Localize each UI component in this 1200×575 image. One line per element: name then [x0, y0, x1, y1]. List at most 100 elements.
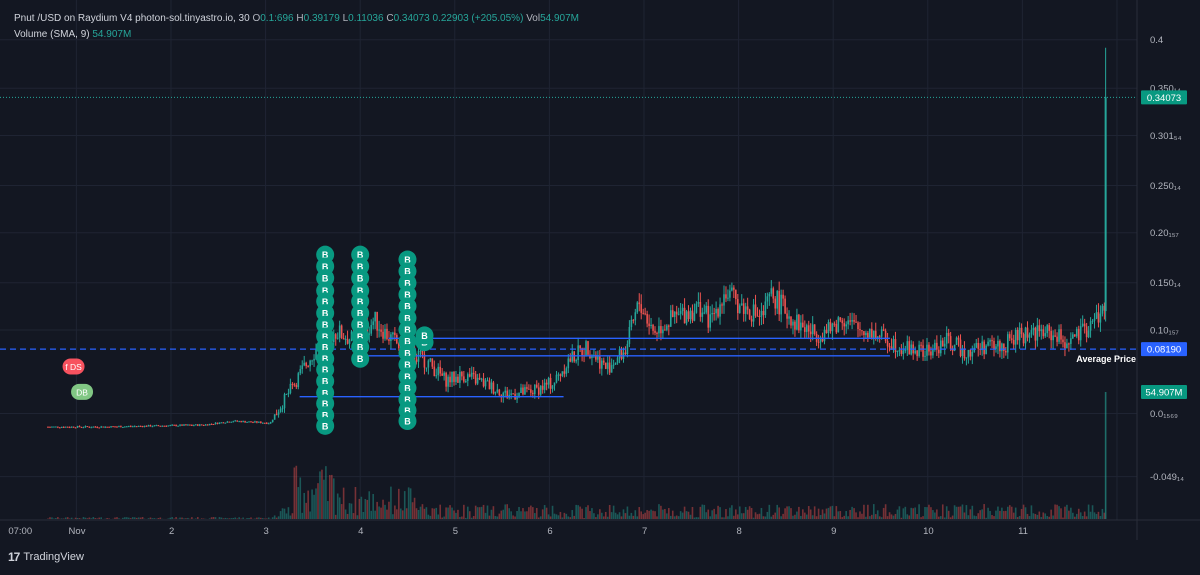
candle-body — [605, 363, 607, 369]
candle-body — [158, 425, 160, 426]
volume-bar — [382, 500, 384, 519]
candle-body — [152, 426, 154, 427]
volume-bar — [347, 514, 349, 519]
sell-marker[interactable]: f DS — [63, 359, 85, 375]
volume-bar — [1003, 511, 1005, 519]
volume-indicator-title[interactable]: Volume (SMA, 9) — [14, 29, 90, 40]
current-price-label-text: 0.34073 — [1147, 93, 1181, 104]
candle-body — [449, 377, 451, 383]
candle-body — [942, 341, 944, 347]
candle-body — [843, 323, 845, 326]
volume-bar — [942, 504, 944, 519]
candle-body — [213, 424, 215, 425]
volume-bar — [759, 514, 761, 519]
candle-body — [230, 422, 232, 423]
candle-body — [674, 312, 676, 317]
candle-body — [599, 356, 601, 369]
volume-bar — [1019, 516, 1021, 519]
volume-bar — [769, 505, 771, 519]
buy-marker[interactable]: B — [398, 412, 416, 430]
volume-bar — [79, 518, 81, 519]
candle-body — [420, 351, 422, 352]
volume-bar — [814, 506, 816, 519]
candle-body — [246, 422, 248, 423]
volume-bar — [851, 507, 853, 519]
volume-bar — [703, 505, 705, 519]
volume-bar — [329, 475, 331, 519]
volume-bar — [420, 507, 422, 519]
candle-body — [504, 391, 506, 393]
candle-body — [554, 383, 556, 386]
volume-bar — [213, 517, 215, 519]
volume-bar — [595, 517, 597, 519]
candle-body — [546, 383, 548, 385]
volume-bar — [1074, 517, 1076, 519]
candle-body — [1011, 338, 1013, 340]
volume-bar — [1066, 505, 1068, 519]
db-marker-label: DB — [76, 387, 88, 397]
volume-bar — [587, 505, 589, 519]
buy-marker[interactable]: B — [316, 417, 334, 435]
candle-body — [954, 345, 956, 351]
volume-bar — [1086, 516, 1088, 519]
volume-bar — [1072, 513, 1074, 519]
symbol-title[interactable]: Pnut /USD on Raydium V4 photon-sol.tinya… — [14, 13, 250, 24]
candle-body — [707, 306, 709, 328]
volume-bar — [256, 518, 258, 519]
volume-bar — [648, 511, 650, 519]
candle-body — [737, 299, 739, 313]
candle-body — [199, 424, 201, 425]
volume-bar — [294, 468, 296, 519]
candle-body — [987, 342, 989, 346]
volume-bar — [376, 502, 378, 519]
candle-body — [1019, 328, 1021, 340]
volume-bar — [1017, 517, 1019, 519]
volume-bar — [960, 506, 962, 519]
candle-body — [1017, 330, 1019, 340]
candle-body — [556, 375, 558, 383]
volume-bar — [625, 513, 627, 519]
candle-body — [217, 423, 219, 424]
volume-bar — [751, 508, 753, 519]
volume-bar — [723, 517, 725, 519]
candle-body — [790, 316, 792, 325]
candle-body — [538, 387, 540, 394]
time-tick-label: 11 — [1018, 526, 1028, 537]
volume-bar — [650, 510, 652, 519]
candle-body — [276, 414, 278, 415]
candle-body — [916, 351, 918, 357]
volume-bar — [516, 511, 518, 519]
candle-body — [473, 373, 475, 374]
volume-bar — [274, 515, 276, 519]
buy-marker[interactable]: B — [351, 350, 369, 368]
tradingview-brand[interactable]: 17 TradingView — [8, 550, 84, 564]
candle-body — [922, 345, 924, 356]
volume-bar — [660, 506, 662, 519]
candle-body — [495, 392, 497, 394]
candle-body — [899, 350, 901, 351]
volume-bar — [865, 517, 867, 519]
candle-body — [926, 345, 928, 356]
candle-body — [475, 374, 477, 383]
candle-body — [335, 334, 337, 338]
candle-body — [534, 385, 536, 394]
candle-body — [865, 333, 867, 335]
candle-body — [694, 313, 696, 321]
volume-bar — [278, 516, 280, 519]
vol-value: 54.907M — [540, 13, 579, 24]
candle-body — [696, 304, 698, 313]
buy-marker[interactable]: B — [416, 326, 434, 344]
candle-body — [668, 326, 670, 327]
candle-body — [629, 327, 631, 344]
candle-body — [839, 317, 841, 320]
volume-bar — [713, 509, 715, 519]
candle-body — [906, 341, 908, 350]
candle-body — [1042, 329, 1044, 336]
candle-body — [968, 350, 970, 358]
volume-bar — [325, 466, 327, 519]
candle-body — [95, 427, 97, 428]
db-marker[interactable]: DB — [71, 384, 93, 400]
candle-body — [950, 336, 952, 349]
